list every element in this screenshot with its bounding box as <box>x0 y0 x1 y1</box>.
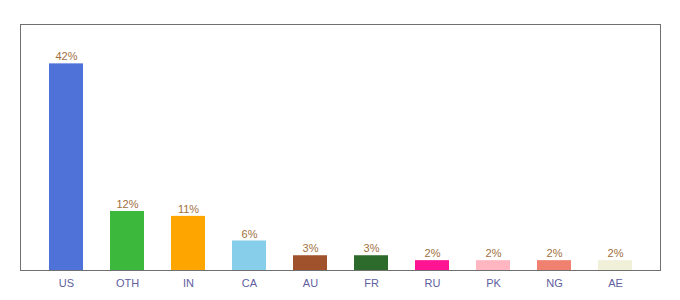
svg-text:6%: 6% <box>242 228 258 240</box>
svg-text:2%: 2% <box>486 247 502 259</box>
svg-text:3%: 3% <box>303 242 319 254</box>
svg-text:3%: 3% <box>364 242 380 254</box>
svg-text:CA: CA <box>242 277 258 289</box>
svg-text:OTH: OTH <box>116 277 139 289</box>
svg-text:PK: PK <box>486 277 501 289</box>
svg-text:NG: NG <box>546 277 563 289</box>
svg-text:2%: 2% <box>425 247 441 259</box>
svg-text:RU: RU <box>425 277 441 289</box>
svg-text:AU: AU <box>303 277 318 289</box>
svg-text:FR: FR <box>364 277 379 289</box>
svg-text:IN: IN <box>183 277 194 289</box>
svg-text:US: US <box>59 277 74 289</box>
svg-text:2%: 2% <box>547 247 563 259</box>
svg-text:12%: 12% <box>116 198 138 210</box>
svg-text:11%: 11% <box>178 203 199 215</box>
svg-text:AE: AE <box>608 277 623 289</box>
svg-text:2%: 2% <box>608 247 624 259</box>
svg-text:42%: 42% <box>55 50 77 62</box>
